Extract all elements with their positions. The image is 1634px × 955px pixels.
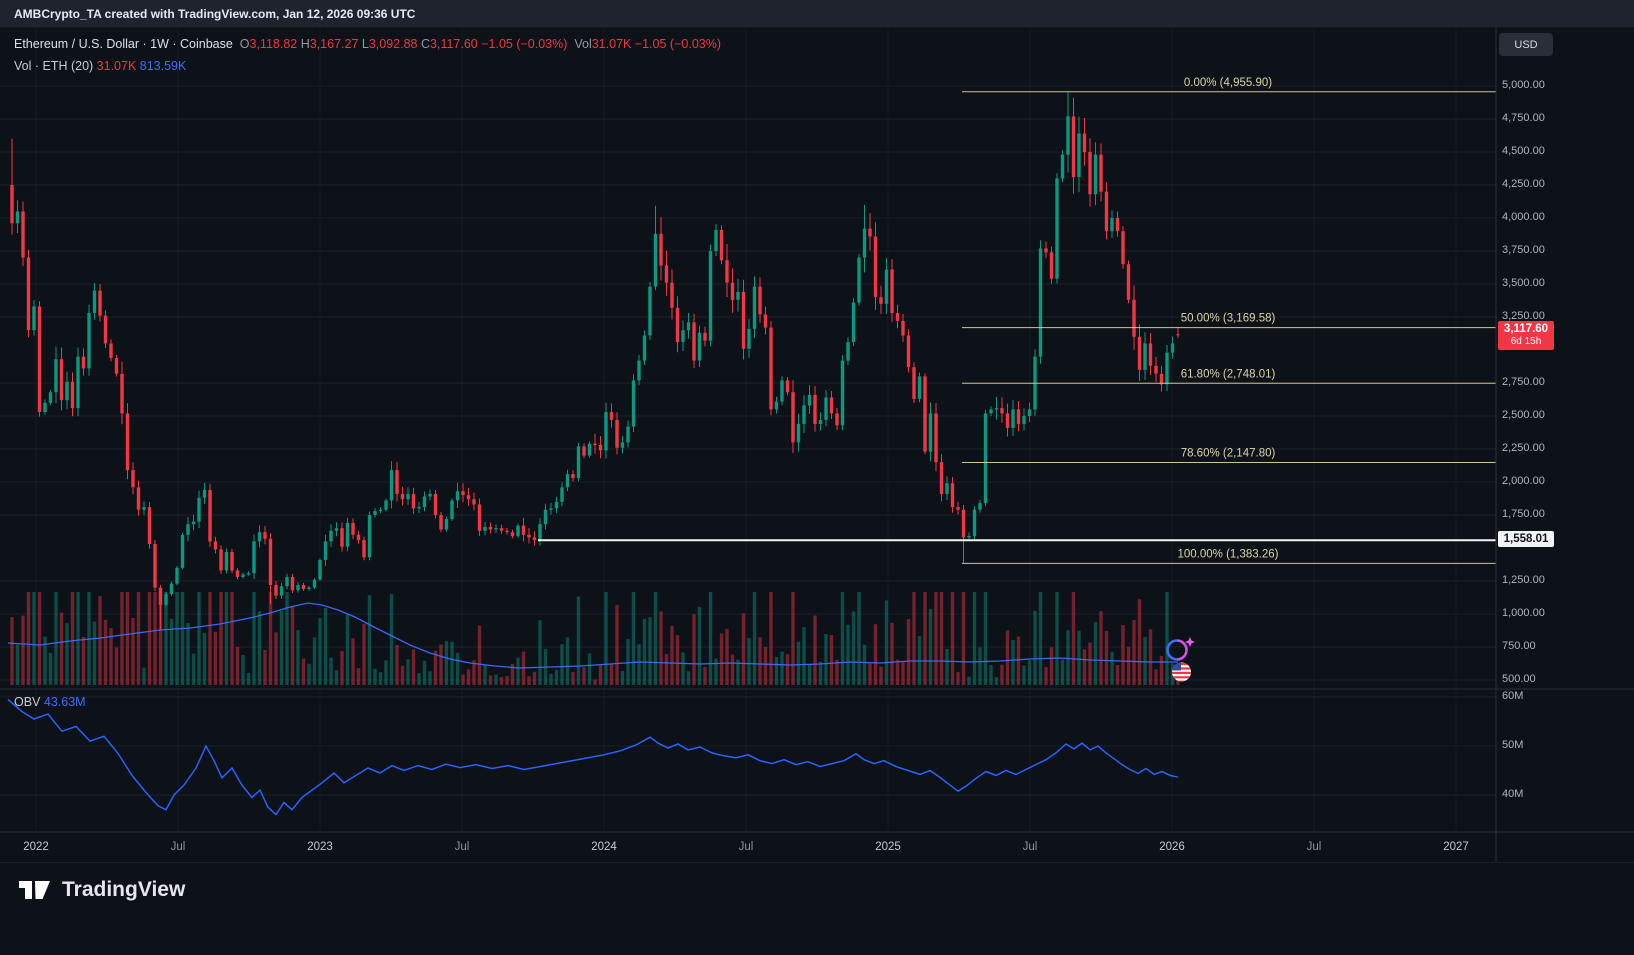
tradingview-logo-icon[interactable] [18,875,52,905]
legend-segment: H [297,37,310,51]
legend-segment: O [232,37,250,51]
time-axis-tick: Jul [1022,841,1038,853]
symbol-ohlc-legend[interactable]: Ethereum / U.S. Dollar · 1W · Coinbase O… [14,33,721,55]
watermark-bar: AMBCrypto_TA created with TradingView.co… [0,0,1634,28]
time-axis-tick: Jul [454,841,470,853]
obv-indicator-legend[interactable]: OBV 43.63M [14,691,86,713]
footer-bar: TradingView [0,862,1634,955]
last-price-value: 3,117.60 [1503,323,1549,335]
time-axis[interactable]: 2022 Jul 2023 Jul 2024 Jul 2025 Jul 2026 Jul 2027 [0,832,1496,862]
svg-text:50.00% (3,169.58): 50.00% (3,169.58) [1181,313,1276,325]
legend-segment: 31.07K [591,37,632,51]
legend-segment: Ethereum / U.S. Dollar · 1W · Coinbase [14,37,233,51]
obv-legend-segment: OBV [14,695,44,709]
currency-toggle-button[interactable]: USD [1499,33,1553,56]
hline-price-label: 1,558.01 [1498,531,1554,547]
chart-legend[interactable]: Ethereum / U.S. Dollar · 1W · Coinbase O… [14,33,721,77]
legend-segment: C [417,37,431,51]
tradingview-logo-text[interactable]: TradingView [62,878,186,901]
legend-segment: 3,117.60 [430,37,478,51]
time-axis-tick: 2026 [1159,841,1185,853]
obv-legend-segment: 43.63M [43,695,86,709]
time-axis-tick: 2022 [23,841,49,853]
time-axis-tick: 2023 [307,841,333,853]
fib-retracement[interactable]: 0.00% (4,955.90) 50.00% (3,169.58) 61.80% … [962,77,1496,564]
svg-text:100.00% (1,383.26): 100.00% (1,383.26) [1177,548,1278,560]
time-axis-tick: 2027 [1443,841,1469,853]
time-axis-tick: Jul [170,841,186,853]
obv-line [7,698,1179,816]
candlestick-series [10,91,1180,630]
legend-segment: 3,167.27 [309,37,359,51]
last-price-label: 3,117.60 6d 15h [1498,321,1554,350]
volume-ma-line [7,602,1178,669]
volume-indicator-legend[interactable]: Vol · ETH (20) 31.07K 813.59K [14,55,721,77]
time-axis-tick: Jul [1306,841,1322,853]
time-axis-tick: 2024 [591,841,617,853]
bar-countdown: 6d 15h [1510,336,1542,347]
legend-segment: 3,092.88 [368,37,418,51]
legend-segment: 813.59K [139,59,187,73]
svg-text:78.60% (2,147.80): 78.60% (2,147.80) [1181,448,1276,460]
legend-segment: −1.05 (−0.03%) [477,37,568,51]
grid-lines [0,28,1496,832]
legend-segment: 31.07K [96,59,140,73]
swirl-arrows-sticker-icon[interactable] [1160,634,1200,666]
time-axis-tick: Jul [738,841,754,853]
legend-segment: Vol · ETH (20) [14,59,97,73]
time-axis-tick: 2025 [875,841,901,853]
legend-segment: Vol [567,37,592,51]
legend-segment: 3,118.82 [249,37,298,51]
svg-text:0.00% (4,955.90): 0.00% (4,955.90) [1184,77,1272,89]
flag-roundel-sticker-icon[interactable] [1170,661,1194,685]
volume-series [10,592,1180,685]
pane-dividers [0,28,1634,862]
legend-segment: L [358,37,369,51]
legend-segment: −1.05 (−0.03%) [631,37,722,51]
svg-text:61.80% (2,748.01): 61.80% (2,748.01) [1181,368,1276,380]
watermark-text: AMBCrypto_TA created with TradingView.co… [14,6,416,21]
